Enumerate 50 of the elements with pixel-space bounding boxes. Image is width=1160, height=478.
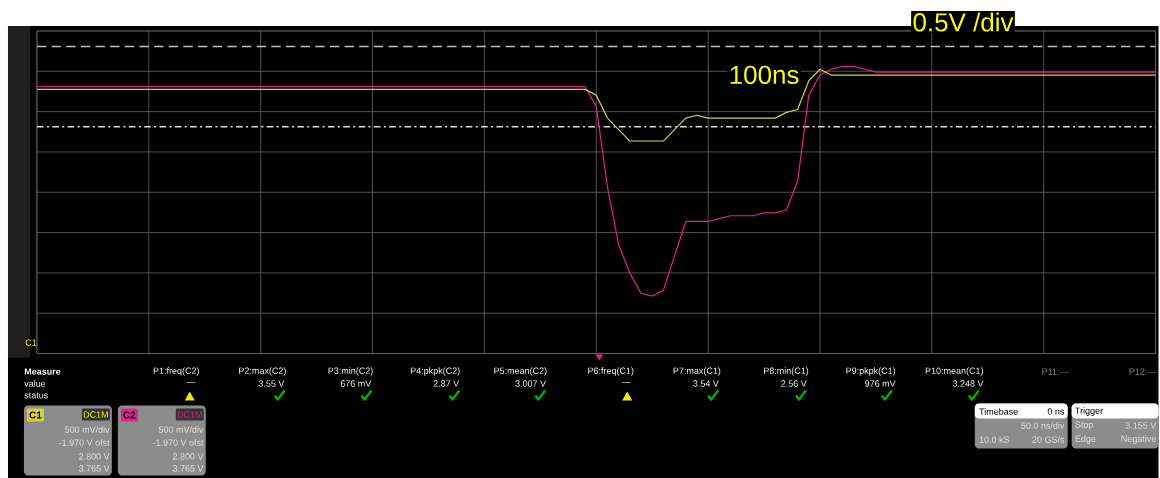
text: P10:mean(C1) bbox=[925, 367, 983, 376]
text: 3.765 V bbox=[172, 465, 204, 472]
text: 50.0 ns/div bbox=[1021, 421, 1065, 429]
text: P2:max(C2) bbox=[239, 367, 286, 376]
text: 2.56 V bbox=[781, 380, 807, 387]
text: 500 mV/div bbox=[64, 425, 110, 433]
text: DC1M bbox=[83, 411, 108, 418]
text: 3.765 V bbox=[78, 465, 110, 472]
text: P12:--- bbox=[1129, 368, 1156, 375]
text: 3.248 V bbox=[952, 380, 984, 387]
text: 2.87 V bbox=[433, 380, 460, 387]
text: P7:max(C1) bbox=[673, 367, 721, 376]
text: 2.800 V bbox=[172, 453, 204, 460]
text: 20 GS/s bbox=[1032, 435, 1065, 443]
text: C1 bbox=[25, 339, 37, 346]
text: DC1M bbox=[177, 411, 202, 418]
text: P4:pkpk(C2) bbox=[410, 367, 460, 376]
text: P8:min(C1) bbox=[764, 367, 809, 376]
text: Measure bbox=[24, 368, 61, 375]
text: Stop bbox=[1075, 421, 1094, 430]
text: Negative bbox=[1121, 435, 1156, 444]
text: -1.970 V ofst bbox=[59, 438, 110, 446]
text: 976 mV bbox=[865, 380, 896, 387]
text: C2 bbox=[123, 411, 136, 419]
text: 10.0 kS bbox=[979, 435, 1010, 443]
text: 3.007 V bbox=[515, 380, 547, 387]
text: — bbox=[186, 382, 196, 383]
text: 676 mV bbox=[340, 380, 372, 387]
text: 3.155 V bbox=[1125, 422, 1157, 429]
text: Edge bbox=[1075, 435, 1096, 444]
text: -1.970 V ofst bbox=[152, 438, 204, 446]
text: P5:mean(C2) bbox=[494, 367, 547, 376]
text: Timebase bbox=[979, 407, 1018, 415]
text: 0 ns bbox=[1047, 408, 1065, 415]
text: P11:--- bbox=[1042, 368, 1069, 375]
text: 500 mV/div bbox=[158, 425, 204, 433]
text: 3.54 V bbox=[693, 380, 719, 387]
text: P6:freq(C1) bbox=[588, 367, 634, 376]
text: 3.55 V bbox=[258, 380, 285, 387]
text: value bbox=[24, 380, 46, 387]
text: 0.5V /div bbox=[913, 12, 1014, 32]
text: P9:pkpk(C1) bbox=[846, 367, 896, 376]
text: 2.800 V bbox=[79, 453, 110, 460]
text: P3:min(C2) bbox=[328, 367, 373, 376]
text: status bbox=[24, 392, 48, 399]
text: C1 bbox=[29, 411, 42, 419]
text: P1:freq(C2) bbox=[153, 367, 199, 376]
text: Trigger bbox=[1075, 407, 1103, 416]
annotation: 100ns bbox=[730, 65, 799, 84]
text: — bbox=[621, 382, 631, 383]
